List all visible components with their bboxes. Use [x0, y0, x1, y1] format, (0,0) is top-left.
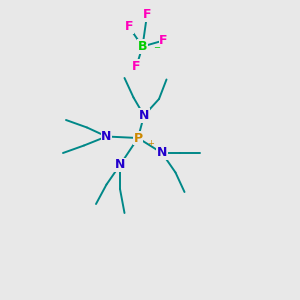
Text: +: + — [147, 140, 154, 148]
Text: B: B — [138, 40, 147, 53]
Text: F: F — [125, 20, 133, 34]
Text: N: N — [139, 109, 149, 122]
Text: −: − — [153, 44, 160, 52]
Text: N: N — [157, 146, 167, 160]
Text: N: N — [115, 158, 125, 172]
Text: N: N — [101, 130, 112, 143]
Text: F: F — [143, 8, 151, 22]
Text: P: P — [134, 131, 142, 145]
Text: F: F — [132, 59, 141, 73]
Text: F: F — [159, 34, 168, 47]
